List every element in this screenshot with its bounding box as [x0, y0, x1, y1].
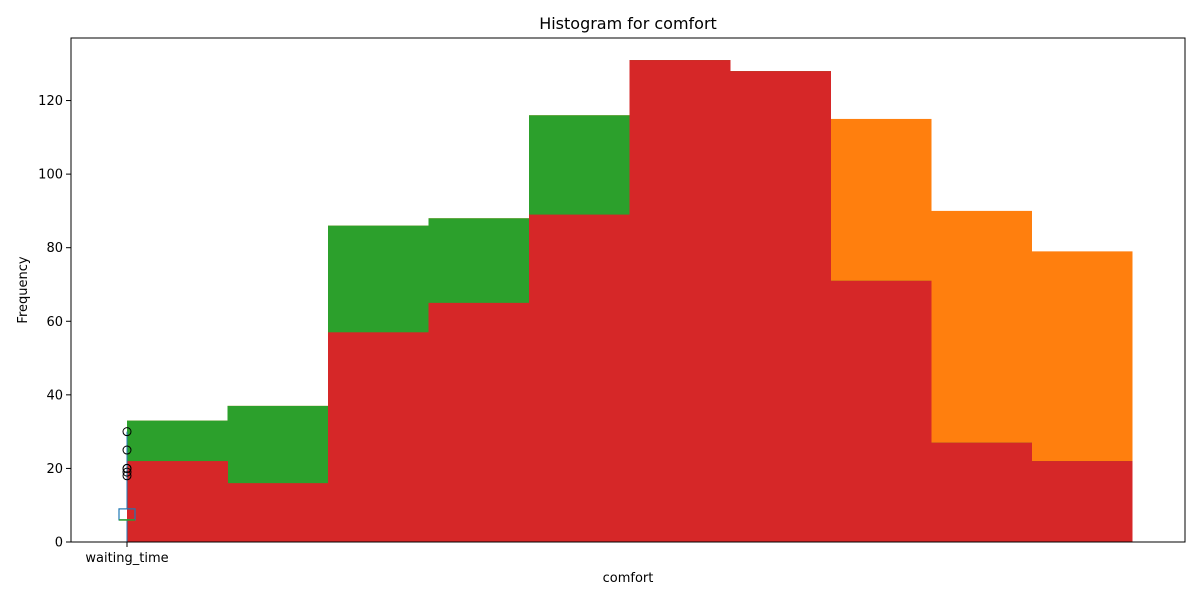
histogram-bar-s2-bin4	[529, 214, 630, 543]
boxplot-outlier-3	[122, 463, 132, 473]
x-tick-label-0: waiting_time	[85, 551, 168, 566]
y-tick-label-3: 60	[46, 315, 63, 330]
plot-frame	[70, 37, 1186, 543]
x-axis: waiting_time	[85, 542, 169, 566]
histogram-bar-s2-bin1	[227, 483, 329, 542]
y-tick-label-5: 100	[38, 168, 63, 183]
histogram-bar-s2-bin8	[931, 442, 1032, 542]
histogram-bar-s2-bin9	[1031, 461, 1133, 542]
y-tick-label-6: 120	[38, 94, 63, 109]
x-axis-title: comfort	[603, 571, 654, 586]
boxplot-outlier-4	[122, 445, 132, 455]
boxplot-layer	[118, 427, 136, 542]
y-tick-label-1: 20	[46, 462, 63, 477]
y-axis-title: Frequency	[16, 256, 31, 323]
boxplot-outlier-1	[122, 467, 132, 477]
y-tick-label-4: 80	[46, 241, 63, 256]
histogram-bar-s2-bin0	[127, 461, 228, 542]
y-tick-label-2: 40	[46, 388, 63, 403]
boxplot-outlier-5	[122, 427, 132, 437]
boxplot-outlier-0	[122, 471, 132, 481]
y-axis: 0 20 40 60 80 100 120	[38, 94, 71, 551]
y-tick-label-0: 0	[55, 536, 63, 551]
histogram-bar-s2-bin6	[730, 71, 831, 542]
chart-title: Histogram for comfort	[539, 14, 717, 33]
histogram-bar-s2-bin2	[328, 332, 429, 542]
histogram-bar-s2-bin5	[629, 60, 731, 542]
bars-layer	[127, 60, 1133, 543]
histogram-bar-s2-bin7	[830, 280, 932, 542]
histogram-bar-s2-bin3	[428, 302, 530, 542]
